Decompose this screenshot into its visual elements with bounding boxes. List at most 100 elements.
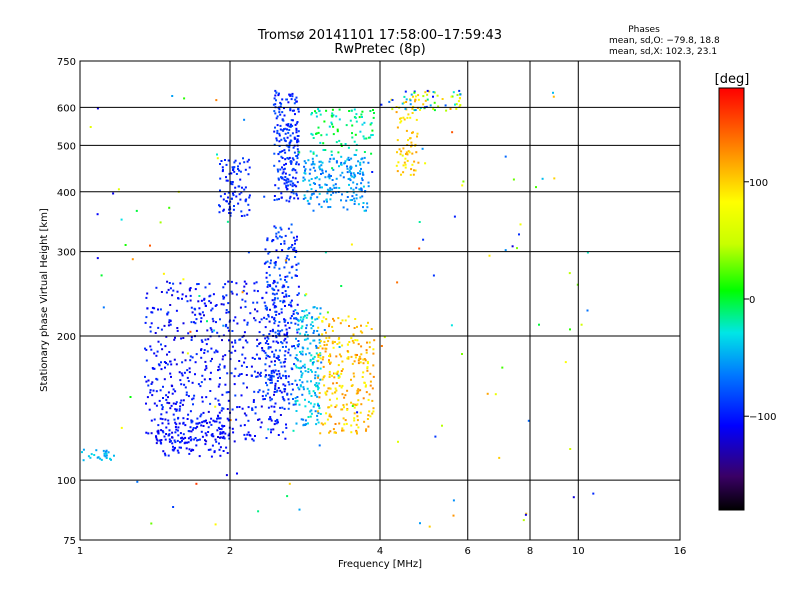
data-point <box>203 314 205 317</box>
data-point <box>244 186 247 189</box>
data-point <box>226 220 229 223</box>
data-point <box>311 133 314 136</box>
data-point <box>221 166 224 169</box>
data-point <box>340 370 343 372</box>
data-point <box>279 168 282 171</box>
data-point <box>194 313 197 316</box>
data-point <box>256 375 259 378</box>
data-point <box>208 421 211 424</box>
data-point <box>279 406 282 409</box>
data-point <box>195 329 198 332</box>
data-point <box>190 430 193 433</box>
data-point <box>145 359 148 362</box>
data-point <box>183 442 186 445</box>
data-point <box>297 110 300 113</box>
data-point <box>175 408 178 411</box>
data-point <box>278 372 281 375</box>
data-point <box>222 286 225 289</box>
data-point <box>303 171 306 174</box>
data-point <box>324 392 327 395</box>
data-point <box>253 317 256 320</box>
data-point <box>202 411 205 414</box>
data-point <box>215 99 218 102</box>
data-point <box>193 394 196 397</box>
data-point <box>242 289 245 292</box>
data-point <box>147 384 150 387</box>
data-point <box>254 308 256 311</box>
data-point <box>316 307 319 310</box>
data-point <box>186 300 189 303</box>
data-point <box>361 123 364 126</box>
data-point <box>405 151 408 154</box>
data-point <box>325 109 328 112</box>
data-point <box>292 158 295 161</box>
data-point <box>275 292 278 295</box>
data-point <box>245 414 248 417</box>
data-point <box>308 179 311 182</box>
data-point <box>317 404 320 407</box>
data-point <box>266 239 269 241</box>
data-point <box>360 345 363 348</box>
data-point <box>226 452 229 454</box>
data-point <box>288 197 291 200</box>
data-point <box>367 321 369 324</box>
data-point <box>354 154 357 156</box>
data-point <box>292 168 295 171</box>
data-point <box>326 192 329 195</box>
data-point <box>338 384 341 387</box>
data-point <box>145 380 148 383</box>
data-point <box>284 305 286 307</box>
data-point <box>352 191 355 194</box>
data-point <box>149 345 152 348</box>
data-point <box>295 249 298 252</box>
data-point <box>414 95 417 98</box>
data-point <box>238 169 241 172</box>
data-point <box>328 376 331 378</box>
data-point <box>354 353 357 356</box>
data-point <box>252 301 255 304</box>
data-point <box>269 346 272 349</box>
data-point <box>349 179 352 182</box>
data-point <box>162 450 165 453</box>
data-point <box>365 429 367 432</box>
data-point <box>297 366 300 369</box>
data-point <box>226 200 228 203</box>
data-point <box>285 423 287 426</box>
data-point <box>155 404 158 407</box>
data-point <box>198 438 201 441</box>
data-point <box>177 426 180 429</box>
data-point <box>195 422 198 425</box>
data-point <box>284 278 286 281</box>
data-point <box>263 350 266 353</box>
data-point <box>368 341 371 344</box>
data-point <box>297 163 300 166</box>
data-point <box>411 163 414 166</box>
data-point <box>294 379 297 382</box>
data-point <box>162 431 165 434</box>
data-point <box>219 446 222 449</box>
data-point <box>309 342 312 345</box>
data-point <box>353 108 356 111</box>
data-point <box>441 98 444 100</box>
data-point <box>190 336 193 339</box>
data-point <box>263 301 266 304</box>
data-point <box>297 323 300 326</box>
data-point <box>246 321 249 324</box>
data-point <box>250 365 253 368</box>
data-point <box>156 378 159 381</box>
data-point <box>357 362 360 365</box>
stats-x: mean, sd,X: 102.3, 23.1 <box>609 47 717 57</box>
data-point <box>295 366 298 369</box>
data-point <box>195 318 198 321</box>
data-point <box>204 360 207 363</box>
data-point <box>273 363 276 366</box>
data-point <box>332 168 335 171</box>
data-point <box>204 286 207 289</box>
data-point <box>329 387 332 390</box>
data-point <box>310 327 313 330</box>
data-point <box>380 345 383 347</box>
data-point <box>290 367 293 370</box>
data-point <box>314 377 317 380</box>
data-point <box>174 390 177 393</box>
data-point <box>333 431 336 434</box>
